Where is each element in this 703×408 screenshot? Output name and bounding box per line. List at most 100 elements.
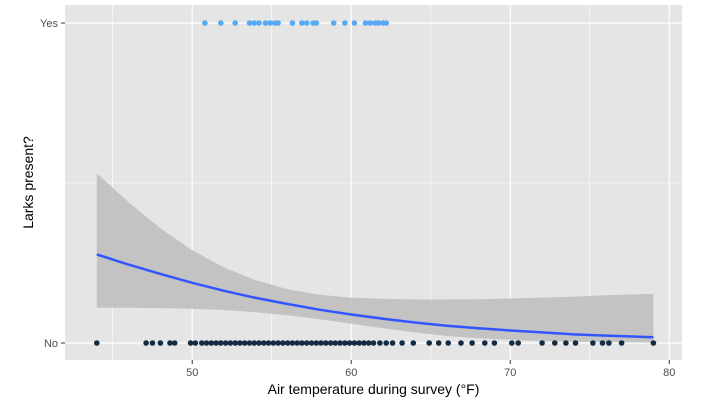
point-no [192, 340, 199, 346]
point-no [650, 340, 657, 346]
point-no [618, 340, 625, 346]
point-yes [330, 20, 337, 26]
point-yes [262, 20, 269, 26]
point-no [265, 340, 272, 346]
point-yes [246, 20, 253, 26]
point-no [539, 340, 545, 346]
point-yes [367, 20, 374, 26]
point-no [346, 340, 353, 346]
point-no [227, 340, 234, 346]
point-yes [267, 20, 273, 26]
point-no [171, 340, 178, 346]
point-no [389, 340, 396, 346]
point-yes [232, 20, 238, 26]
x-tick-label: 80 [663, 367, 675, 379]
point-no [435, 340, 442, 346]
y-axis-title: Larks present? [20, 136, 36, 229]
point-no [482, 340, 488, 346]
point-no [365, 340, 372, 346]
point-no [332, 340, 339, 346]
point-no [251, 340, 257, 346]
data-points [94, 20, 657, 346]
point-no [213, 340, 219, 346]
x-tick-label: 60 [345, 367, 357, 379]
point-no [337, 340, 343, 346]
fit-line [96, 253, 654, 339]
point-no [232, 340, 238, 346]
point-no [399, 340, 405, 346]
point-no [149, 340, 156, 346]
point-yes [375, 20, 382, 26]
point-no [327, 340, 334, 346]
x-tick-label: 70 [504, 367, 516, 379]
point-yes [342, 20, 348, 26]
point-yes [289, 20, 296, 26]
point-no [491, 340, 498, 346]
point-no [552, 340, 558, 346]
confidence-band [96, 173, 654, 343]
y-tick-label: No [44, 338, 58, 350]
point-no [356, 340, 363, 346]
point-no [289, 340, 296, 346]
point-no [187, 340, 194, 346]
point-no [303, 340, 310, 346]
point-no [458, 340, 464, 346]
point-no [410, 340, 417, 346]
point-no [313, 340, 320, 346]
x-tick-label: 50 [186, 367, 198, 379]
point-no [246, 340, 253, 346]
point-no [261, 340, 267, 346]
point-no [222, 340, 229, 346]
point-no [143, 340, 149, 346]
point-no [241, 340, 248, 346]
y-tick-label: Yes [40, 18, 58, 30]
point-no [361, 340, 367, 346]
y-axis: No Yes [40, 18, 65, 350]
point-no [509, 340, 515, 346]
point-no [323, 340, 329, 346]
point-yes [251, 20, 257, 26]
point-yes [313, 20, 320, 26]
point-no [342, 340, 348, 346]
point-no [590, 340, 596, 346]
point-no [256, 340, 262, 346]
point-no [318, 340, 324, 346]
point-no [351, 340, 358, 346]
point-no [515, 340, 521, 346]
point-no [370, 340, 377, 346]
point-yes [202, 20, 208, 26]
point-no [572, 340, 579, 346]
point-yes [275, 20, 281, 26]
point-no [270, 340, 277, 346]
point-yes [303, 20, 310, 26]
point-yes [299, 20, 305, 26]
point-no [563, 340, 569, 346]
point-no [426, 340, 433, 346]
point-no [294, 340, 301, 346]
point-no [203, 340, 210, 346]
point-yes [256, 20, 262, 26]
point-no [167, 340, 173, 346]
point-yes [362, 20, 369, 26]
point-no [275, 340, 281, 346]
point-yes [218, 20, 224, 26]
point-yes [351, 20, 358, 26]
point-no [299, 340, 305, 346]
point-no [599, 340, 606, 346]
point-no [199, 340, 205, 346]
point-no [208, 340, 215, 346]
point-no [284, 340, 291, 346]
point-no [280, 340, 286, 346]
point-no [606, 340, 612, 346]
x-axis-title: Air temperature during survey (°F) [268, 381, 480, 397]
point-yes [383, 20, 390, 26]
x-axis: 50 60 70 80 [186, 360, 675, 379]
point-no [377, 340, 383, 346]
point-no [94, 340, 100, 346]
point-no [383, 340, 390, 346]
point-no [237, 340, 243, 346]
point-no [469, 340, 475, 346]
point-no [157, 340, 164, 346]
point-no [445, 340, 452, 346]
